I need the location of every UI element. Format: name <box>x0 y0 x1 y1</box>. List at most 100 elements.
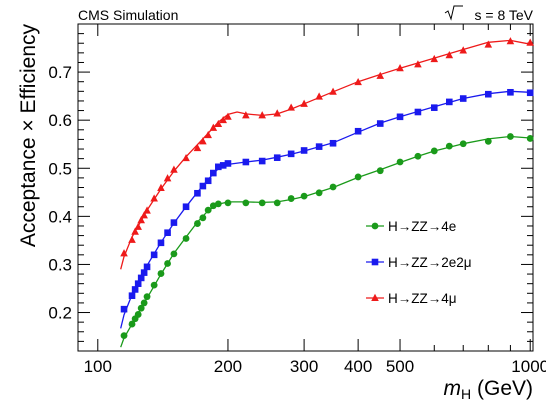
data-point <box>459 140 467 148</box>
data-point <box>215 163 222 171</box>
data-point <box>131 227 139 235</box>
data-point <box>526 89 534 97</box>
fit-curve <box>120 90 531 329</box>
data-point <box>376 120 384 127</box>
sqrt-argument: s <box>474 7 481 23</box>
header-left: CMS Simulation <box>78 7 178 23</box>
data-point <box>214 200 222 208</box>
data-point <box>414 108 422 116</box>
legend-marker <box>371 222 379 230</box>
data-point <box>140 211 148 219</box>
legend-item: H→ZZ→2e2μ <box>366 255 472 270</box>
data-point <box>182 203 190 211</box>
data-point <box>354 127 362 135</box>
data-point <box>140 299 148 307</box>
data-point <box>182 235 190 242</box>
data-point <box>459 95 467 102</box>
data-point <box>273 199 281 207</box>
data-point <box>459 46 468 54</box>
data-point <box>131 286 139 293</box>
data-point <box>204 206 212 214</box>
y-tick-label: 0.2 <box>48 304 72 323</box>
legend-marker <box>371 258 379 266</box>
data-point <box>430 54 439 63</box>
data-point <box>484 90 492 98</box>
data-point <box>315 189 323 197</box>
legend: H→ZZ→4e H→ZZ→2e2μ H→ZZ→4μ <box>366 219 472 306</box>
y-tick-label: 0.7 <box>48 63 72 82</box>
data-point <box>329 139 337 147</box>
data-point <box>300 147 308 154</box>
data-point <box>484 40 493 48</box>
data-point <box>242 199 250 207</box>
data-point <box>315 143 323 150</box>
data-point <box>143 293 151 301</box>
data-point <box>140 269 148 276</box>
fit-curve <box>120 135 531 348</box>
data-point <box>143 206 151 214</box>
data-point <box>526 38 535 46</box>
y-tick-label: 0.4 <box>48 207 72 226</box>
data-point <box>242 111 250 119</box>
data-point <box>128 235 136 243</box>
legend-item: H→ZZ→4e <box>366 219 456 234</box>
data-point <box>484 137 492 145</box>
data-point <box>194 189 201 197</box>
legend-label: H→ZZ→4μ <box>388 291 457 306</box>
data-point <box>164 229 171 237</box>
data-point <box>128 292 136 299</box>
data-point <box>137 304 145 312</box>
data-point <box>134 311 142 318</box>
data-point <box>170 165 178 173</box>
x-tick-label: 1000 <box>511 357 546 376</box>
y-axis-label: Acceptance × Efficiency <box>17 24 40 248</box>
data-point <box>209 123 218 131</box>
data-point <box>329 183 337 191</box>
fit-curves <box>120 39 531 348</box>
data-point <box>120 305 128 313</box>
data-point <box>157 270 165 277</box>
data-point <box>414 152 422 160</box>
data-point <box>526 135 534 142</box>
data-point <box>273 154 281 161</box>
data-point <box>396 64 404 72</box>
energy-label: = 8 TeV <box>481 7 533 23</box>
x-axis-var: m <box>444 377 462 400</box>
header-right: s = 8 TeV <box>444 5 534 23</box>
x-axis-sub: H <box>461 386 471 402</box>
y-tick-label: 0.6 <box>48 111 72 130</box>
data-point <box>430 104 438 111</box>
data-point <box>258 199 266 207</box>
data-point <box>224 160 232 167</box>
data-point <box>204 130 212 139</box>
data-point <box>430 147 438 155</box>
data-point <box>507 88 514 96</box>
data-point <box>354 173 362 181</box>
data-point <box>150 251 158 259</box>
data-point <box>506 37 515 45</box>
legend-label: H→ZZ→4e <box>388 219 456 234</box>
data-point <box>329 87 337 95</box>
data-point <box>120 249 128 257</box>
data-point <box>157 239 165 247</box>
legend-marker <box>371 293 379 301</box>
x-tick-label: 300 <box>290 357 318 376</box>
svg-text:s = 8 TeV: s = 8 TeV <box>474 7 533 23</box>
y-tick-label: 0.5 <box>48 159 72 178</box>
x-tick-label: 400 <box>344 357 372 376</box>
data-markers <box>120 37 535 340</box>
data-point <box>287 195 295 202</box>
data-point <box>194 220 201 227</box>
data-point <box>414 60 422 68</box>
data-point <box>150 194 158 202</box>
data-point <box>224 112 232 120</box>
data-point <box>193 143 202 152</box>
data-point <box>170 250 178 258</box>
data-point <box>134 222 142 230</box>
data-point <box>210 169 217 177</box>
data-point <box>396 158 404 166</box>
data-point <box>376 71 385 79</box>
data-point <box>170 219 178 226</box>
fit-curve <box>120 39 531 270</box>
